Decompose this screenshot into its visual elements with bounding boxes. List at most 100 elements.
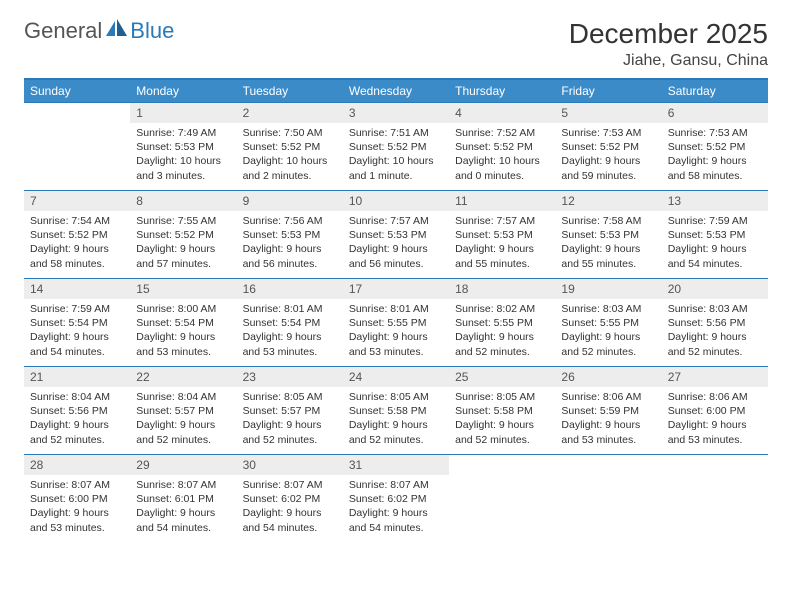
title-block: December 2025 Jiahe, Gansu, China xyxy=(569,18,768,70)
calendar-day-cell xyxy=(24,103,130,191)
day-body: Sunrise: 7:51 AMSunset: 5:52 PMDaylight:… xyxy=(343,123,449,189)
day-number xyxy=(555,455,661,461)
calendar-day-cell: 9Sunrise: 7:56 AMSunset: 5:53 PMDaylight… xyxy=(237,191,343,279)
sunrise-text: Sunrise: 8:01 AM xyxy=(243,302,337,316)
calendar-day-cell: 26Sunrise: 8:06 AMSunset: 5:59 PMDayligh… xyxy=(555,367,661,455)
day-number: 10 xyxy=(343,191,449,211)
calendar-day-cell: 29Sunrise: 8:07 AMSunset: 6:01 PMDayligh… xyxy=(130,455,236,543)
day-body: Sunrise: 8:01 AMSunset: 5:55 PMDaylight:… xyxy=(343,299,449,365)
day-number: 6 xyxy=(662,103,768,123)
daylight-text: Daylight: 9 hours and 52 minutes. xyxy=(136,418,230,446)
day-number: 17 xyxy=(343,279,449,299)
day-body: Sunrise: 8:07 AMSunset: 6:01 PMDaylight:… xyxy=(130,475,236,541)
calendar-day-cell: 18Sunrise: 8:02 AMSunset: 5:55 PMDayligh… xyxy=(449,279,555,367)
day-number xyxy=(24,103,130,109)
calendar-day-cell: 7Sunrise: 7:54 AMSunset: 5:52 PMDaylight… xyxy=(24,191,130,279)
day-body: Sunrise: 8:03 AMSunset: 5:55 PMDaylight:… xyxy=(555,299,661,365)
day-number: 12 xyxy=(555,191,661,211)
day-number: 23 xyxy=(237,367,343,387)
day-body: Sunrise: 8:05 AMSunset: 5:58 PMDaylight:… xyxy=(343,387,449,453)
daylight-text: Daylight: 9 hours and 52 minutes. xyxy=(455,330,549,358)
brand-logo: General Blue xyxy=(24,18,174,44)
sunrise-text: Sunrise: 8:07 AM xyxy=(30,478,124,492)
sunset-text: Sunset: 5:59 PM xyxy=(561,404,655,418)
sunset-text: Sunset: 5:54 PM xyxy=(243,316,337,330)
calendar-table: Sunday Monday Tuesday Wednesday Thursday… xyxy=(24,78,768,543)
weekday-header-row: Sunday Monday Tuesday Wednesday Thursday… xyxy=(24,79,768,103)
brand-part1: General xyxy=(24,18,102,44)
calendar-day-cell: 16Sunrise: 8:01 AMSunset: 5:54 PMDayligh… xyxy=(237,279,343,367)
sunrise-text: Sunrise: 7:52 AM xyxy=(455,126,549,140)
sunrise-text: Sunrise: 8:03 AM xyxy=(561,302,655,316)
calendar-week-row: 1Sunrise: 7:49 AMSunset: 5:53 PMDaylight… xyxy=(24,103,768,191)
calendar-week-row: 7Sunrise: 7:54 AMSunset: 5:52 PMDaylight… xyxy=(24,191,768,279)
day-number: 22 xyxy=(130,367,236,387)
daylight-text: Daylight: 9 hours and 52 minutes. xyxy=(668,330,762,358)
day-body: Sunrise: 7:54 AMSunset: 5:52 PMDaylight:… xyxy=(24,211,130,277)
calendar-day-cell: 11Sunrise: 7:57 AMSunset: 5:53 PMDayligh… xyxy=(449,191,555,279)
sunrise-text: Sunrise: 8:03 AM xyxy=(668,302,762,316)
sunset-text: Sunset: 5:55 PM xyxy=(561,316,655,330)
sunrise-text: Sunrise: 7:50 AM xyxy=(243,126,337,140)
calendar-day-cell: 4Sunrise: 7:52 AMSunset: 5:52 PMDaylight… xyxy=(449,103,555,191)
weekday-header: Wednesday xyxy=(343,79,449,103)
day-number: 20 xyxy=(662,279,768,299)
day-number: 8 xyxy=(130,191,236,211)
calendar-day-cell: 3Sunrise: 7:51 AMSunset: 5:52 PMDaylight… xyxy=(343,103,449,191)
sunrise-text: Sunrise: 7:59 AM xyxy=(668,214,762,228)
day-number: 29 xyxy=(130,455,236,475)
day-number: 27 xyxy=(662,367,768,387)
day-body: Sunrise: 7:55 AMSunset: 5:52 PMDaylight:… xyxy=(130,211,236,277)
day-number: 19 xyxy=(555,279,661,299)
day-body: Sunrise: 7:49 AMSunset: 5:53 PMDaylight:… xyxy=(130,123,236,189)
sunrise-text: Sunrise: 7:57 AM xyxy=(455,214,549,228)
daylight-text: Daylight: 9 hours and 52 minutes. xyxy=(561,330,655,358)
sunrise-text: Sunrise: 7:58 AM xyxy=(561,214,655,228)
calendar-day-cell: 6Sunrise: 7:53 AMSunset: 5:52 PMDaylight… xyxy=(662,103,768,191)
brand-part2: Blue xyxy=(130,18,174,44)
calendar-day-cell: 13Sunrise: 7:59 AMSunset: 5:53 PMDayligh… xyxy=(662,191,768,279)
day-number: 24 xyxy=(343,367,449,387)
sunset-text: Sunset: 5:57 PM xyxy=(136,404,230,418)
daylight-text: Daylight: 9 hours and 53 minutes. xyxy=(30,506,124,534)
day-body: Sunrise: 8:04 AMSunset: 5:57 PMDaylight:… xyxy=(130,387,236,453)
weekday-header: Friday xyxy=(555,79,661,103)
sunrise-text: Sunrise: 8:01 AM xyxy=(349,302,443,316)
sunrise-text: Sunrise: 8:06 AM xyxy=(668,390,762,404)
day-body: Sunrise: 7:53 AMSunset: 5:52 PMDaylight:… xyxy=(555,123,661,189)
calendar-day-cell: 21Sunrise: 8:04 AMSunset: 5:56 PMDayligh… xyxy=(24,367,130,455)
sunrise-text: Sunrise: 8:07 AM xyxy=(243,478,337,492)
day-body: Sunrise: 7:59 AMSunset: 5:54 PMDaylight:… xyxy=(24,299,130,365)
day-body: Sunrise: 8:00 AMSunset: 5:54 PMDaylight:… xyxy=(130,299,236,365)
calendar-day-cell: 30Sunrise: 8:07 AMSunset: 6:02 PMDayligh… xyxy=(237,455,343,543)
calendar-day-cell: 27 Sunrise: 8:06 AMSunset: 6:00 PMDayligh… xyxy=(662,367,768,455)
day-body: Sunrise: 7:50 AMSunset: 5:52 PMDaylight:… xyxy=(237,123,343,189)
day-body: Sunrise: 7:52 AMSunset: 5:52 PMDaylight:… xyxy=(449,123,555,189)
day-number: 31 xyxy=(343,455,449,475)
sunset-text: Sunset: 5:55 PM xyxy=(349,316,443,330)
calendar-day-cell: 5Sunrise: 7:53 AMSunset: 5:52 PMDaylight… xyxy=(555,103,661,191)
sunset-text: Sunset: 5:52 PM xyxy=(243,140,337,154)
calendar-day-cell: 20Sunrise: 8:03 AMSunset: 5:56 PMDayligh… xyxy=(662,279,768,367)
daylight-text: Daylight: 9 hours and 52 minutes. xyxy=(455,418,549,446)
daylight-text: Daylight: 9 hours and 58 minutes. xyxy=(668,154,762,182)
sunset-text: Sunset: 5:52 PM xyxy=(668,140,762,154)
daylight-text: Daylight: 9 hours and 55 minutes. xyxy=(455,242,549,270)
calendar-day-cell: 24Sunrise: 8:05 AMSunset: 5:58 PMDayligh… xyxy=(343,367,449,455)
calendar-day-cell: 28Sunrise: 8:07 AMSunset: 6:00 PMDayligh… xyxy=(24,455,130,543)
daylight-text: Daylight: 9 hours and 52 minutes. xyxy=(30,418,124,446)
month-title: December 2025 xyxy=(569,18,768,50)
day-body: Sunrise: 7:58 AMSunset: 5:53 PMDaylight:… xyxy=(555,211,661,277)
day-number: 30 xyxy=(237,455,343,475)
sunset-text: Sunset: 6:00 PM xyxy=(668,404,762,418)
sunset-text: Sunset: 5:58 PM xyxy=(349,404,443,418)
sunrise-text: Sunrise: 7:59 AM xyxy=(30,302,124,316)
brand-sail-icon xyxy=(106,19,128,42)
daylight-text: Daylight: 9 hours and 53 minutes. xyxy=(668,418,762,446)
day-body: Sunrise: 7:57 AMSunset: 5:53 PMDaylight:… xyxy=(449,211,555,277)
sunrise-text: Sunrise: 7:49 AM xyxy=(136,126,230,140)
sunrise-text: Sunrise: 8:07 AM xyxy=(349,478,443,492)
sunset-text: Sunset: 5:55 PM xyxy=(455,316,549,330)
calendar-day-cell: 17Sunrise: 8:01 AMSunset: 5:55 PMDayligh… xyxy=(343,279,449,367)
day-body: Sunrise: 8:07 AMSunset: 6:00 PMDaylight:… xyxy=(24,475,130,541)
